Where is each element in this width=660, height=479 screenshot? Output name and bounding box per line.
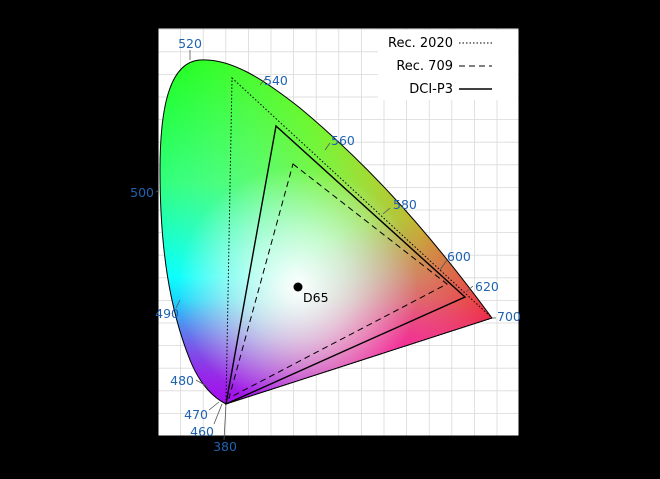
wavelength-label-480: 480 [170, 373, 194, 388]
legend-label-dcip3: DCI-P3 [409, 82, 453, 97]
wavelength-labels: 380 460 470 480 490 500 520 540 560 580 … [130, 36, 521, 454]
d65-label: D65 [303, 290, 329, 305]
legend-label-rec2020: Rec. 2020 [388, 36, 453, 51]
wavelength-label-490: 490 [155, 306, 179, 321]
legend-box [378, 30, 518, 100]
wavelength-label-620: 620 [475, 279, 499, 294]
legend-entry-dcip3: DCI-P3 [409, 82, 492, 97]
spectral-locus-outline [159, 59, 493, 405]
wavelength-label-500: 500 [130, 185, 154, 200]
wavelength-label-460: 460 [190, 424, 214, 439]
legend-entry-rec709: Rec. 709 [396, 59, 492, 74]
rec2020-gamut-triangle [225, 76, 493, 405]
rec709-gamut-triangle [228, 163, 448, 399]
wavelength-label-700: 700 [497, 309, 521, 324]
wavelength-label-580: 580 [393, 197, 417, 212]
d65-white-point [293, 282, 303, 292]
wavelength-ticks [155, 50, 496, 441]
wavelength-label-470: 470 [184, 407, 208, 422]
legend-entry-rec2020: Rec. 2020 [388, 36, 492, 51]
legend: Rec. 2020 Rec. 709 DCI-P3 [378, 30, 518, 100]
wavelength-label-560: 560 [331, 133, 355, 148]
wavelength-label-540: 540 [264, 73, 288, 88]
wavelength-label-520: 520 [178, 36, 202, 51]
dcip3-gamut-triangle [225, 124, 467, 406]
plot-border [157, 27, 520, 437]
wavelength-label-380: 380 [213, 439, 237, 454]
wavelength-label-600: 600 [447, 249, 471, 264]
legend-label-rec709: Rec. 709 [396, 59, 453, 74]
